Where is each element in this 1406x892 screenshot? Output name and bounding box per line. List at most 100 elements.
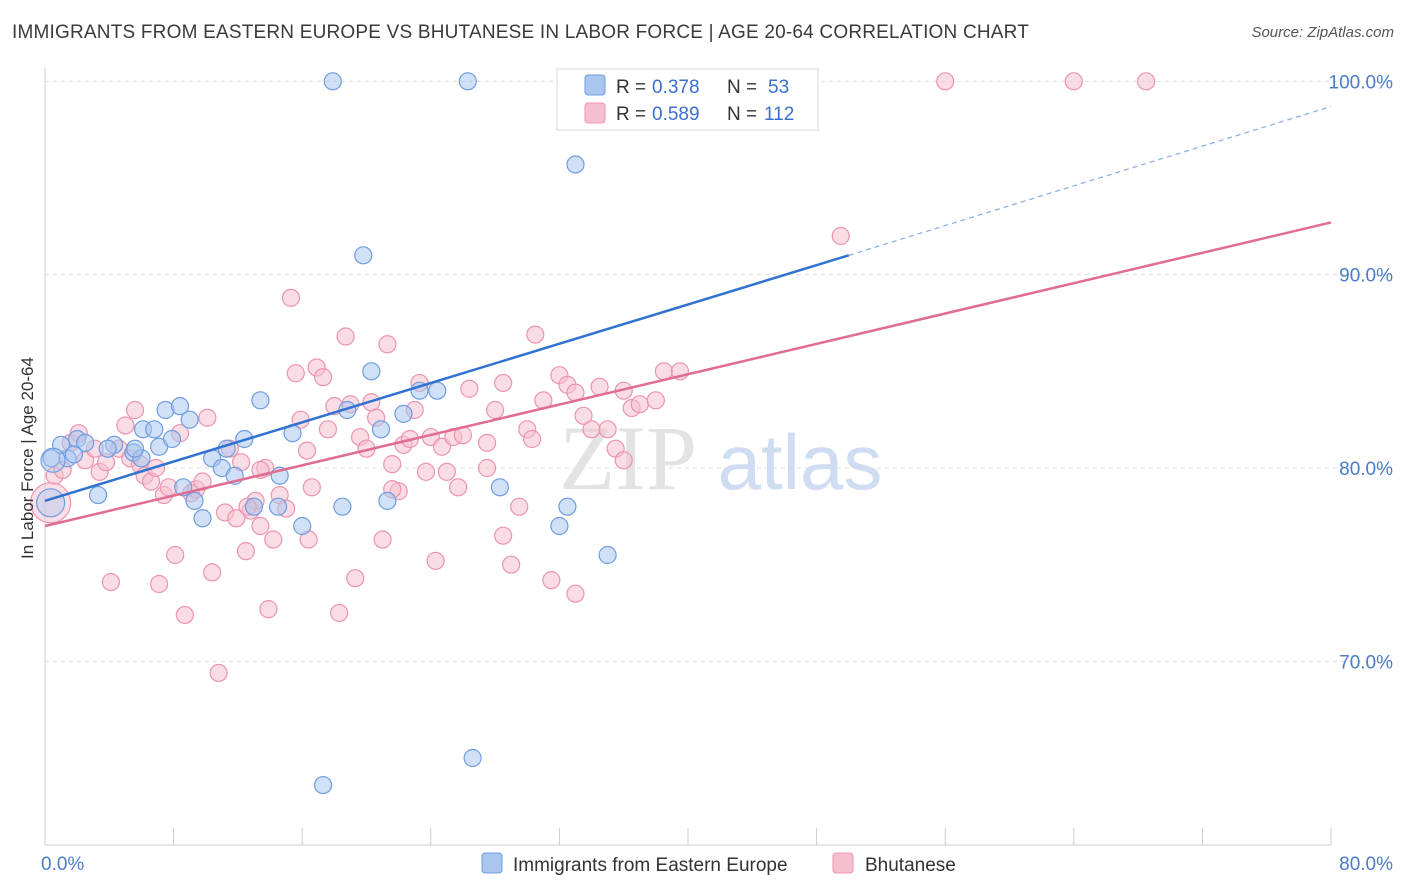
y-tick-label: 70.0% xyxy=(1339,652,1393,673)
bhutanese-point xyxy=(203,563,222,582)
eastern-europe-point xyxy=(428,381,447,400)
bhutanese-point xyxy=(494,373,513,393)
bhutanese-point xyxy=(259,600,278,619)
eastern-europe-trendline xyxy=(44,254,850,503)
bhutanese-point xyxy=(574,406,593,425)
bhutanese-point xyxy=(449,478,468,497)
eastern-europe-point xyxy=(378,491,397,510)
eastern-europe-point xyxy=(244,497,264,516)
y-tick-label: 100.0% xyxy=(1329,72,1394,93)
bhutanese-point xyxy=(236,542,256,561)
legend-n-label-2: N = xyxy=(727,104,757,125)
y-tick-label: 90.0% xyxy=(1339,266,1393,287)
bhutanese-point xyxy=(598,420,617,439)
legend-n-value-1: 53 xyxy=(768,77,789,98)
gridlines xyxy=(45,80,1392,662)
bhutanese-point xyxy=(227,509,246,528)
bhutanese-trendline xyxy=(44,221,1332,528)
bottom-legend-swatch-eastern-europe xyxy=(481,852,503,874)
eastern-europe-point xyxy=(98,439,117,458)
eastern-europe-point xyxy=(88,485,108,505)
x-tick-label: 0.0% xyxy=(41,854,84,875)
bhutanese-point xyxy=(116,416,135,435)
bhutanese-point xyxy=(318,420,338,439)
bhutanese-point xyxy=(209,663,228,683)
bhutanese-point xyxy=(477,458,497,478)
series-legend: Immigrants from Eastern Europe Bhutanese xyxy=(481,852,956,876)
eastern-europe-point xyxy=(180,410,199,429)
bhutanese-point xyxy=(166,545,185,565)
bhutanese-point xyxy=(510,497,529,516)
eastern-europe-point xyxy=(313,775,333,795)
bottom-legend-swatch-bhutanese xyxy=(832,852,854,874)
bhutanese-point xyxy=(831,226,850,246)
bhutanese-point xyxy=(582,420,601,439)
eastern-europe-cluster-point xyxy=(36,488,66,518)
bhutanese-points xyxy=(30,72,1156,683)
bhutanese-point xyxy=(437,462,456,481)
bhutanese-point xyxy=(614,451,633,470)
y-tick-label: 80.0% xyxy=(1339,459,1393,480)
bhutanese-point xyxy=(302,478,321,497)
bhutanese-point xyxy=(526,325,545,344)
eastern-europe-point xyxy=(76,433,95,452)
legend-r-label-2: R = xyxy=(616,104,646,125)
bhutanese-point xyxy=(373,530,392,549)
bhutanese-point xyxy=(101,572,121,592)
bhutanese-point xyxy=(566,584,585,603)
bhutanese-point xyxy=(125,400,145,420)
bhutanese-point xyxy=(542,571,561,590)
bhutanese-point xyxy=(426,551,445,570)
eastern-europe-point xyxy=(463,748,482,768)
bhutanese-point xyxy=(383,455,402,474)
bhutanese-point xyxy=(198,408,217,427)
bhutanese-point xyxy=(502,555,521,574)
eastern-europe-point xyxy=(371,420,391,439)
eastern-europe-point xyxy=(333,497,352,516)
bhutanese-point xyxy=(522,429,542,449)
trendlines xyxy=(44,105,1332,528)
legend-r-value-1: 0.378 xyxy=(652,77,700,98)
eastern-europe-points xyxy=(36,72,817,795)
bhutanese-point xyxy=(286,364,305,383)
chart-title: IMMIGRANTS FROM EASTERN EUROPE VS BHUTAN… xyxy=(12,22,1030,43)
eastern-europe-point xyxy=(293,516,312,536)
eastern-europe-point xyxy=(64,445,84,464)
bhutanese-point xyxy=(297,441,317,460)
bhutanese-point xyxy=(330,603,349,623)
eastern-europe-point xyxy=(251,391,270,410)
bhutanese-point xyxy=(281,288,301,307)
bhutanese-point xyxy=(486,400,505,420)
legend-swatch-eastern-europe xyxy=(584,74,606,96)
y-axis-label: In Labor Force | Age 20-64 xyxy=(18,357,37,559)
bhutanese-point xyxy=(1137,72,1156,91)
bhutanese-point xyxy=(460,379,479,398)
eastern-europe-point xyxy=(598,545,617,565)
eastern-europe-point xyxy=(566,155,585,174)
eastern-europe-point xyxy=(323,72,342,91)
bhutanese-point xyxy=(175,605,194,625)
eastern-europe-point xyxy=(193,509,212,528)
stats-legend: R = 0.378 N = 53 R = 0.589 N = 112 xyxy=(556,68,819,131)
bhutanese-point xyxy=(150,574,169,594)
y-tick-labels: 70.0% 80.0% 90.0% 100.0% xyxy=(1329,72,1394,673)
x-tick-labels: 0.0% 80.0% xyxy=(41,854,1393,875)
legend-r-value-2: 0.589 xyxy=(652,104,700,125)
bhutanese-point xyxy=(494,526,513,545)
bhutanese-point xyxy=(336,327,355,346)
eastern-europe-point xyxy=(170,397,190,416)
chart-source: Source: ZipAtlas.com xyxy=(1251,24,1394,41)
bhutanese-point xyxy=(416,462,436,481)
bhutanese-point xyxy=(378,335,397,354)
bhutanese-point xyxy=(630,395,649,414)
bhutanese-point xyxy=(251,516,270,536)
eastern-europe-point xyxy=(162,429,182,449)
legend-r-label-1: R = xyxy=(616,77,646,98)
bhutanese-point xyxy=(1064,72,1083,91)
bhutanese-point xyxy=(646,391,665,410)
eastern-europe-point xyxy=(125,439,145,458)
watermark-atlas: atlas xyxy=(718,418,883,506)
legend-n-value-2: 112 xyxy=(764,104,794,125)
bhutanese-point xyxy=(313,368,333,387)
